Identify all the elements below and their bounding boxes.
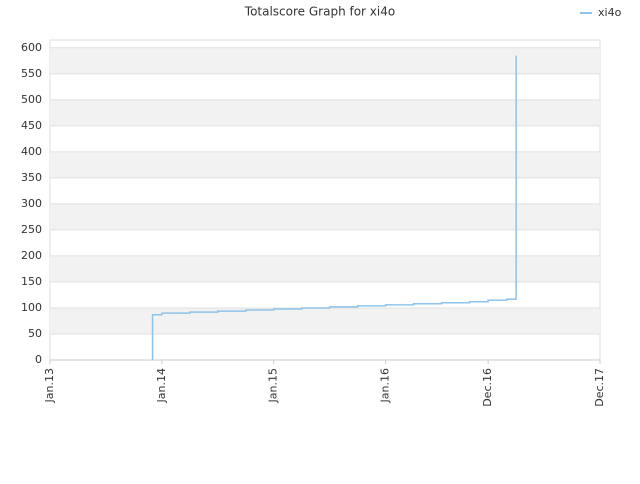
y-tick-label: 450 xyxy=(21,119,42,132)
plot-background xyxy=(49,39,601,361)
y-tick-label: 350 xyxy=(21,171,42,184)
y-tick-label: 500 xyxy=(21,93,42,106)
chart-title: Totalscore Graph for xi4o xyxy=(244,5,395,19)
grid-band xyxy=(50,151,600,178)
x-tick-label: Dec.17 xyxy=(593,368,606,407)
y-tick-label: 200 xyxy=(21,249,42,262)
x-tick-label: Jan.16 xyxy=(379,368,392,403)
legend-label: xi4o xyxy=(598,6,622,19)
x-tick-label: Dec.16 xyxy=(481,368,494,407)
data-line xyxy=(151,55,517,360)
grid-band xyxy=(50,99,600,126)
y-tick-label: 0 xyxy=(35,353,42,366)
x-tick-label: Jan.13 xyxy=(43,368,56,403)
y-tick-label: 600 xyxy=(21,41,42,54)
x-tick-label: Jan.14 xyxy=(155,368,168,403)
y-tick-label: 50 xyxy=(28,327,42,340)
y-tick-label: 400 xyxy=(21,145,42,158)
y-tick-label: 150 xyxy=(21,275,42,288)
y-tick-label: 250 xyxy=(21,223,42,236)
grid-band xyxy=(50,203,600,230)
grid-band xyxy=(50,255,600,282)
grid-band xyxy=(50,47,600,74)
y-tick-label: 300 xyxy=(21,197,42,210)
y-tick-label: 550 xyxy=(21,67,42,80)
x-tick-label: Jan.15 xyxy=(267,368,280,403)
y-tick-label: 100 xyxy=(21,301,42,314)
grid-band xyxy=(50,307,600,334)
